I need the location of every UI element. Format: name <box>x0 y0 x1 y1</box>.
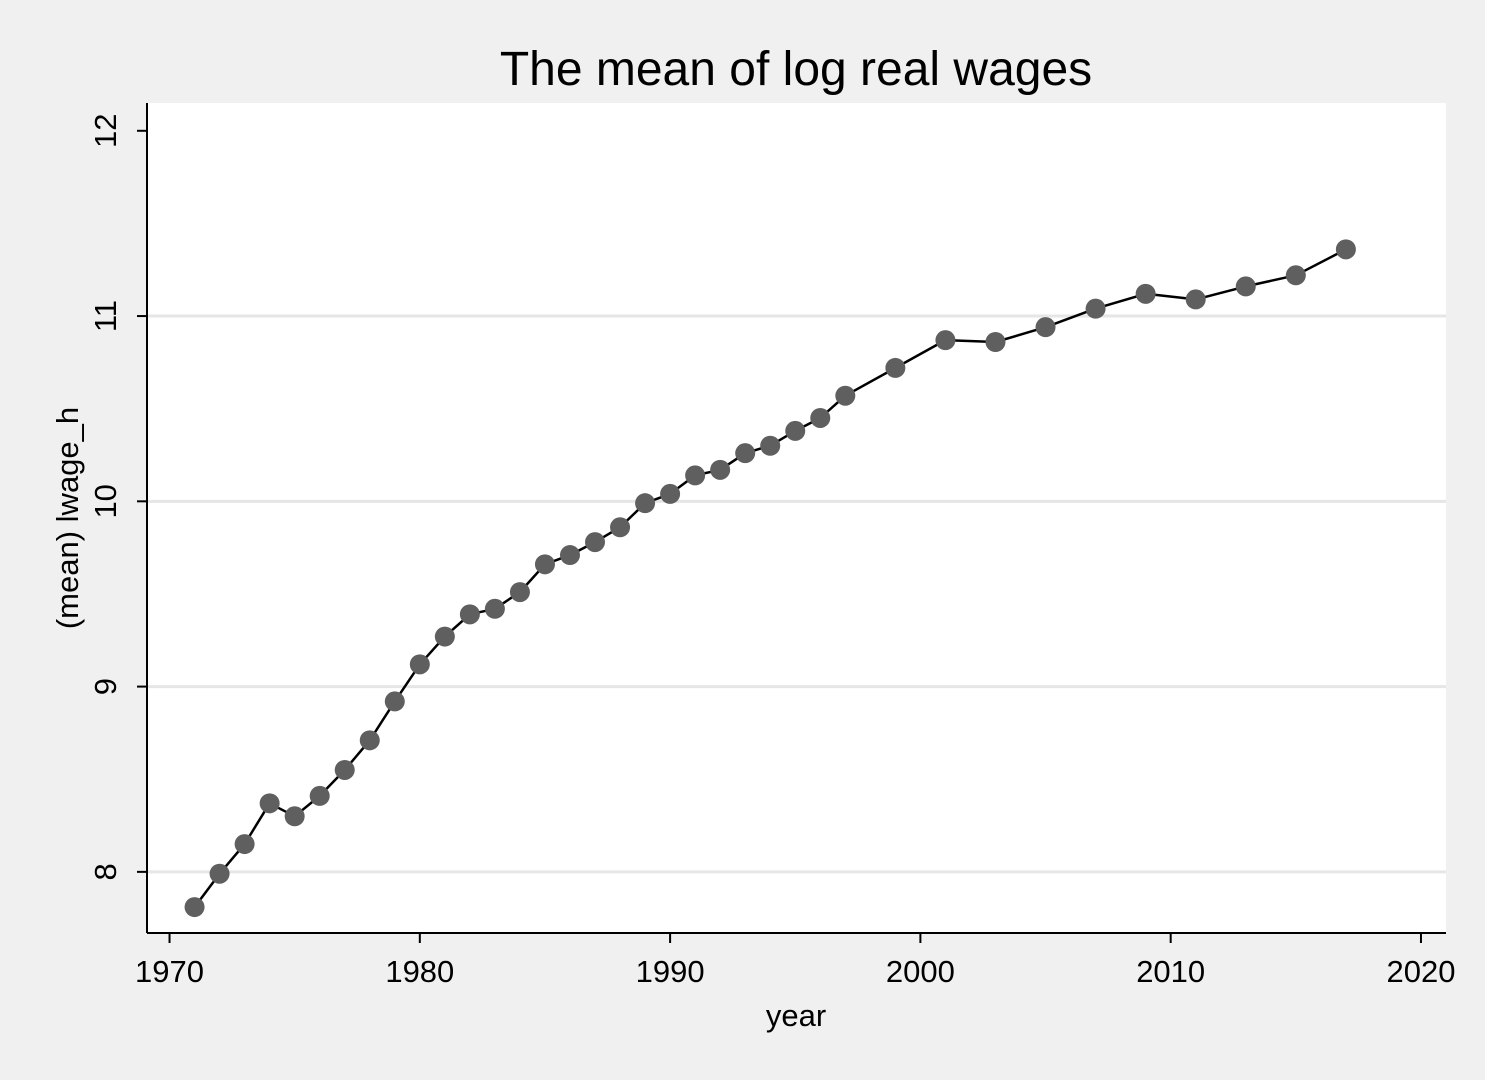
data-point <box>334 759 355 780</box>
y-axis-title: (mean) lwage_h <box>50 407 85 629</box>
data-point <box>610 517 631 538</box>
data-point <box>760 435 781 456</box>
data-point <box>484 598 505 619</box>
series-layer <box>184 239 1356 918</box>
y-tick-label: 10 <box>88 484 123 518</box>
x-axis-title: year <box>766 998 826 1033</box>
data-point <box>710 459 731 480</box>
data-point <box>184 897 205 918</box>
x-tick-label: 1970 <box>135 954 204 989</box>
x-axis-ticks: 1970 1980 1990 2000 2010 2020 <box>135 933 1455 989</box>
data-point <box>635 493 656 514</box>
data-point <box>409 654 430 675</box>
data-point <box>785 420 806 441</box>
data-point <box>234 834 255 855</box>
y-tick-label: 12 <box>88 114 123 148</box>
chart-title: The mean of log real wages <box>500 43 1092 96</box>
data-point <box>359 730 380 751</box>
data-point <box>1085 298 1106 319</box>
data-point <box>434 626 455 647</box>
data-point <box>1335 239 1356 260</box>
x-tick-label: 2020 <box>1386 954 1455 989</box>
x-tick-label: 1980 <box>385 954 454 989</box>
x-tick-label: 2000 <box>886 954 955 989</box>
data-point <box>735 443 756 464</box>
data-point <box>835 385 856 406</box>
y-tick-label: 8 <box>88 863 123 880</box>
data-point <box>885 357 906 378</box>
data-point <box>1135 283 1156 304</box>
data-point <box>559 545 580 566</box>
data-point <box>1185 289 1206 310</box>
axes <box>146 103 1446 934</box>
y-tick-label: 9 <box>88 678 123 695</box>
x-tick-label: 2010 <box>1136 954 1205 989</box>
y-axis-ticks: 8 9 10 11 12 <box>88 114 147 880</box>
data-point <box>384 691 405 712</box>
data-point <box>935 330 956 351</box>
data-point <box>985 331 1006 352</box>
data-point <box>1285 265 1306 286</box>
grid-lines <box>147 314 1446 874</box>
data-point <box>284 806 305 827</box>
y-tick-label: 11 <box>88 300 123 332</box>
data-point <box>810 407 831 428</box>
data-point <box>309 785 330 806</box>
data-point <box>585 532 606 553</box>
data-point <box>534 554 555 575</box>
data-point <box>459 604 480 625</box>
plot-area <box>147 103 1446 933</box>
data-point <box>209 863 230 884</box>
data-point <box>660 483 681 504</box>
data-point <box>1035 317 1056 338</box>
x-tick-label: 1990 <box>636 954 705 989</box>
data-point <box>509 582 530 603</box>
data-point <box>685 465 706 486</box>
data-point <box>1235 276 1256 297</box>
data-point <box>259 793 280 814</box>
